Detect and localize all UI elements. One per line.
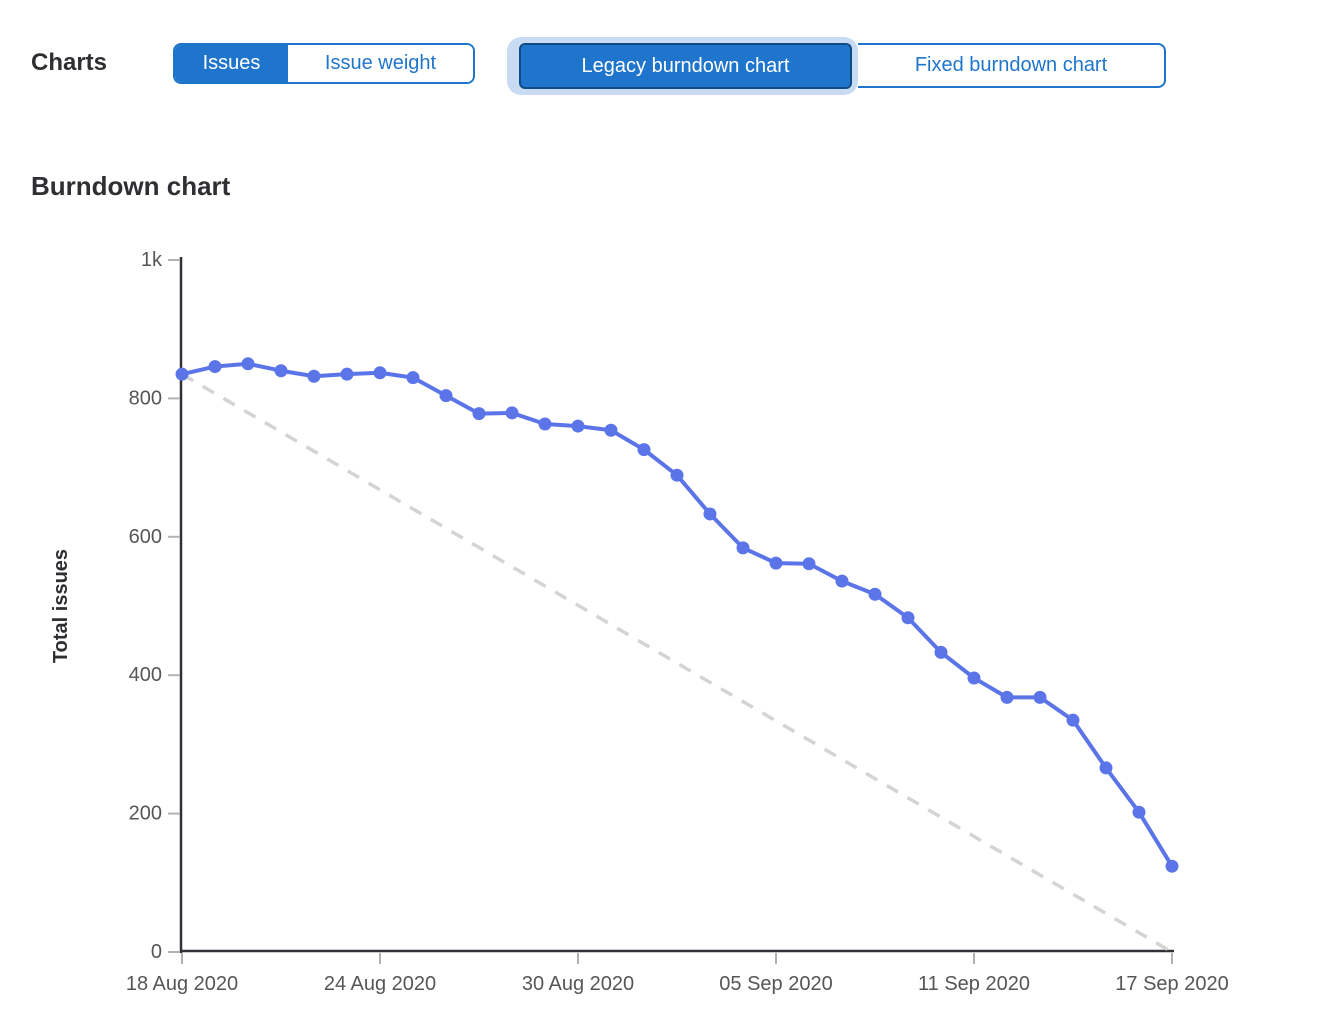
data-point[interactable]	[835, 574, 849, 588]
x-tick-label: 24 Aug 2020	[324, 973, 436, 995]
data-point[interactable]	[1165, 859, 1179, 873]
data-point[interactable]	[241, 357, 255, 371]
data-point[interactable]	[208, 360, 222, 374]
data-point[interactable]	[703, 507, 717, 521]
data-point[interactable]	[1066, 713, 1080, 727]
data-point[interactable]	[769, 556, 783, 570]
data-point[interactable]	[967, 671, 981, 685]
issues-toggle-button[interactable]: Issues	[175, 45, 288, 82]
y-tick-label: 1k	[141, 249, 163, 271]
y-tick-label: 400	[129, 664, 162, 686]
metric-toggle-group: Issues Issue weight	[173, 43, 475, 84]
x-tick-label: 05 Sep 2020	[719, 973, 832, 995]
data-point[interactable]	[439, 389, 453, 403]
y-tick-label: 200	[129, 803, 162, 825]
data-point[interactable]	[373, 366, 387, 380]
data-point[interactable]	[901, 611, 915, 625]
data-point[interactable]	[736, 541, 750, 555]
actual-burndown-line	[180, 361, 1174, 869]
data-point[interactable]	[868, 587, 882, 601]
data-point[interactable]	[934, 645, 948, 659]
burndown-chart-title: Burndown chart	[31, 171, 231, 201]
data-point[interactable]	[505, 406, 519, 420]
data-point[interactable]	[274, 364, 288, 378]
y-tick-label: 600	[129, 526, 162, 548]
x-tick-label: 18 Aug 2020	[126, 973, 238, 995]
data-point[interactable]	[472, 407, 486, 421]
charts-label: Charts	[31, 49, 108, 76]
x-tick-label: 17 Sep 2020	[1115, 973, 1228, 995]
data-point[interactable]	[307, 369, 321, 383]
data-point[interactable]	[538, 417, 552, 431]
fixed-burndown-chart-button[interactable]: Fixed burndown chart	[858, 43, 1166, 88]
data-point[interactable]	[604, 423, 618, 437]
data-point[interactable]	[670, 468, 684, 482]
ideal-burndown-guideline	[181, 372, 1173, 954]
data-point[interactable]	[637, 443, 651, 457]
y-tick-label: 800	[129, 387, 162, 409]
data-point[interactable]	[571, 419, 585, 433]
data-point[interactable]	[1033, 690, 1047, 704]
x-tick-label: 30 Aug 2020	[522, 973, 634, 995]
data-point[interactable]	[802, 557, 816, 571]
data-point[interactable]	[1099, 761, 1113, 775]
x-tick-label: 11 Sep 2020	[918, 973, 1030, 995]
data-point[interactable]	[340, 367, 354, 381]
data-point[interactable]	[1132, 805, 1146, 819]
data-point[interactable]	[175, 367, 189, 381]
legacy-chart-button-focus-ring: Legacy burndown chart	[507, 37, 858, 95]
legacy-burndown-chart-button[interactable]: Legacy burndown chart	[519, 43, 852, 89]
issue-weight-toggle-button[interactable]: Issue weight	[288, 45, 473, 82]
data-point[interactable]	[1000, 690, 1014, 704]
y-axis-title: Total issues	[50, 549, 72, 663]
data-point[interactable]	[406, 371, 420, 385]
y-tick-label: 0	[151, 941, 162, 963]
